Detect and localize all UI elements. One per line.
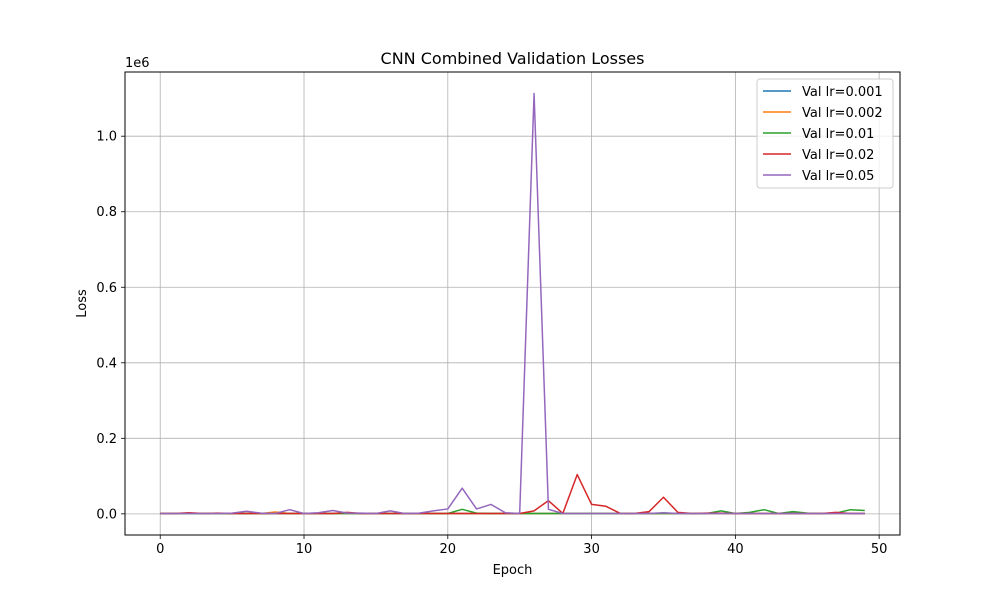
x-axis: 0 10 20 30 40 50 — [156, 535, 887, 557]
y-tick-label: 0.8 — [96, 205, 117, 220]
legend-label: Val lr=0.002 — [802, 106, 883, 121]
legend-box — [756, 78, 894, 189]
x-tick-label: 40 — [727, 542, 744, 557]
x-tick-label: 0 — [156, 542, 164, 557]
x-tick-label: 10 — [296, 542, 313, 557]
y-tick-label: 0.2 — [96, 432, 117, 447]
series-line — [160, 92, 865, 515]
y-tick-label: 1.0 — [96, 130, 117, 145]
y-axis-label: Loss — [75, 289, 90, 318]
legend: Val lr=0.001 Val lr=0.002 Val lr=0.01 Val l… — [756, 78, 894, 189]
y-tick-label: 0.0 — [96, 507, 117, 522]
x-tick-label: 50 — [871, 542, 888, 557]
legend-label: Val lr=0.02 — [802, 148, 874, 163]
legend-label: Val lr=0.05 — [802, 169, 874, 184]
y-tick-label: 0.6 — [96, 281, 117, 296]
y-tick-label: 0.4 — [96, 356, 117, 371]
x-tick-label: 20 — [440, 542, 457, 557]
legend-label: Val lr=0.001 — [802, 85, 883, 100]
x-axis-label: Epoch — [493, 563, 533, 578]
legend-label: Val lr=0.01 — [802, 127, 874, 142]
x-tick-label: 30 — [583, 542, 600, 557]
y-axis: 0.0 0.2 0.4 0.6 0.8 1.0 — [96, 130, 125, 522]
chart-title: CNN Combined Validation Losses — [381, 49, 645, 68]
y-offset-label: 1e6 — [125, 56, 150, 71]
plot-frame — [124, 71, 901, 536]
series-layer — [160, 92, 865, 515]
